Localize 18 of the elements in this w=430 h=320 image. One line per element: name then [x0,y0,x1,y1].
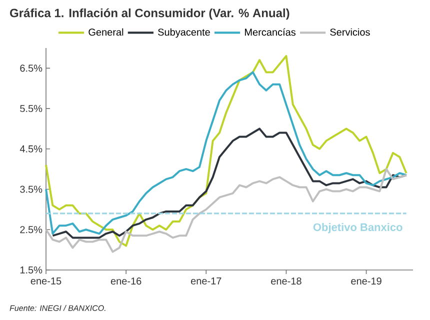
legend-label: Subyacente [158,28,210,38]
y-tick-label: 2.5% [20,226,42,234]
legend-label: General [88,28,124,36]
legend-label: Servicios [330,28,370,36]
y-tick-label: 5.5% [20,105,42,112]
x-tick-label: ene-16 [110,278,142,285]
x-tick-label: ene-17 [191,278,222,284]
x-tick-label: ene-19 [351,278,382,285]
source-note: Fuente: INEGI / BANXICO. [10,305,106,311]
ref-line-label: Objetivo Banxico [313,223,402,234]
y-tick-label: 6.5% [20,64,42,72]
legend-label: Mercancías [245,28,296,36]
y-tick-label: 4.5% [20,145,42,152]
x-tick-label: ene-18 [271,278,302,285]
x-tick-label: ene-15 [30,278,62,284]
chart-title: Gráfica 1. Inflación al Consumidor (Var. % Anual) [10,8,290,20]
y-tick-label: 3.5% [20,186,42,193]
y-tick-label: 1.5% [20,266,42,274]
